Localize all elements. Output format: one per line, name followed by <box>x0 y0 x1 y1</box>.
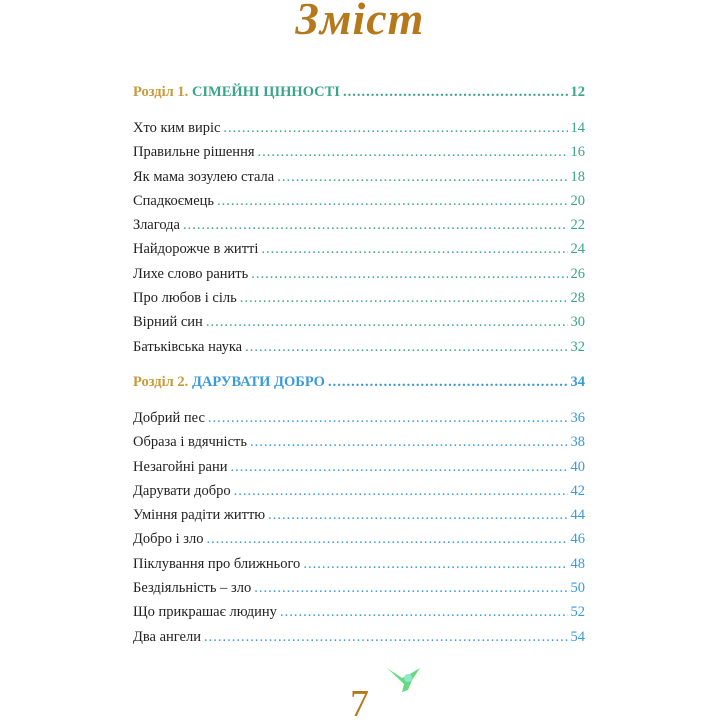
entry-title: Бездіяльність – зло <box>133 580 252 597</box>
entry-page: 24 <box>570 241 586 258</box>
entry-title: Батьківська наука <box>133 338 243 355</box>
section-1: Розділ 1. СІМЕЙНІ ЦІННОСТІ 12 Хто ким ви… <box>133 84 585 363</box>
page-number: 7 <box>350 683 369 725</box>
leader-dots <box>245 339 567 356</box>
leader-dots <box>230 459 567 476</box>
leader-dots <box>343 84 568 101</box>
leader-dots <box>208 410 568 427</box>
entry-page: 26 <box>570 265 586 282</box>
entry-title: Образа і вдячність <box>133 434 247 451</box>
toc-entry[interactable]: Про любов і сіль 28 <box>133 290 585 314</box>
toc-entry[interactable]: Піклування про ближнього 48 <box>133 556 585 580</box>
entry-page: 42 <box>570 482 586 499</box>
entry-title: Злагода <box>133 217 180 234</box>
entry-title: Хто ким виріс <box>133 120 221 136</box>
leader-dots <box>250 434 568 451</box>
entry-page: 30 <box>570 314 586 331</box>
section-name: СІМЕЙНІ ЦІННОСТІ <box>191 84 340 100</box>
entry-title: Найдорожче в житті <box>133 241 259 258</box>
entry-title: Як мама зозулею стала <box>133 168 275 185</box>
entry-page: 40 <box>570 458 586 475</box>
entry-page: 14 <box>570 120 586 136</box>
entry-title: Два ангели <box>133 628 201 645</box>
section-heading[interactable]: Розділ 1. СІМЕЙНІ ЦІННОСТІ 12 <box>133 84 585 114</box>
entry-page: 36 <box>570 410 586 426</box>
leader-dots <box>258 144 568 161</box>
page-title: Зміст <box>295 0 425 44</box>
section-page: 12 <box>570 84 586 100</box>
section-label: Розділ 2. <box>133 374 189 390</box>
entry-page: 22 <box>570 217 586 234</box>
leader-dots <box>261 241 567 258</box>
toc-entry[interactable]: Уміння радіти життю 44 <box>133 507 585 531</box>
entry-page: 32 <box>570 338 586 355</box>
leader-dots <box>207 531 568 548</box>
entry-title: Про любов і сіль <box>133 290 237 307</box>
toc-entry[interactable]: Лихе слово ранить 26 <box>133 266 585 290</box>
leader-dots <box>268 507 567 524</box>
leader-dots <box>277 169 567 186</box>
entry-page: 44 <box>570 507 586 524</box>
toc-entry[interactable]: Хто ким виріс 14 <box>133 120 585 144</box>
leader-dots <box>328 374 568 391</box>
toc-entry[interactable]: Дарувати добро 42 <box>133 483 585 507</box>
entry-page: 28 <box>570 290 586 307</box>
section-page: 34 <box>570 374 586 390</box>
section-heading[interactable]: Розділ 2. ДАРУВАТИ ДОБРО 34 <box>133 374 585 404</box>
toc-entry[interactable]: Правильне рішення 16 <box>133 144 585 168</box>
entry-title: Лихе слово ранить <box>133 265 249 282</box>
leader-dots <box>223 120 567 137</box>
toc-entry[interactable]: Що прикрашає людину 52 <box>133 604 585 628</box>
leader-dots <box>240 290 568 307</box>
toc-entry[interactable]: Вірний син 30 <box>133 314 585 338</box>
leader-dots <box>254 580 567 597</box>
toc-entry[interactable]: Образа і вдячність 38 <box>133 434 585 458</box>
toc-entry[interactable]: Злагода 22 <box>133 217 585 241</box>
toc-entry[interactable]: Як мама зозулею стала 18 <box>133 169 585 193</box>
entry-page: 54 <box>570 628 586 645</box>
toc-entry[interactable]: Спадкоємець 20 <box>133 193 585 217</box>
section-name: ДАРУВАТИ ДОБРО <box>191 374 325 390</box>
entry-page: 52 <box>570 604 586 621</box>
section-label: Розділ 1. <box>133 84 189 100</box>
toc-entry[interactable]: Добро і зло 46 <box>133 531 585 555</box>
section-2: Розділ 2. ДАРУВАТИ ДОБРО 34 Добрий пес 36… <box>133 374 585 653</box>
entry-page: 20 <box>570 192 586 209</box>
leader-dots <box>303 556 567 573</box>
entry-title: Правильне рішення <box>133 144 255 161</box>
toc-entry[interactable]: Добрий пес 36 <box>133 410 585 434</box>
entry-title: Уміння радіти життю <box>133 507 266 524</box>
entry-title: Вірний син <box>133 314 203 331</box>
entry-title: Дарувати добро <box>133 482 231 499</box>
leader-dots <box>280 604 568 621</box>
entry-title: Спадкоємець <box>133 192 215 209</box>
leader-dots <box>204 629 568 646</box>
entry-page: 46 <box>570 531 586 548</box>
toc-entry[interactable]: Батьківська наука 32 <box>133 339 585 363</box>
entry-title: Незагойні рани <box>133 458 228 475</box>
entry-page: 50 <box>570 580 586 597</box>
entry-title: Піклування про ближнього <box>133 555 301 572</box>
entry-title: Що прикрашає людину <box>133 604 277 621</box>
leader-dots <box>234 483 568 500</box>
leader-dots <box>217 193 567 210</box>
leader-dots <box>206 314 568 331</box>
toc-entry[interactable]: Два ангели 54 <box>133 629 585 653</box>
toc-entry[interactable]: Незагойні рани 40 <box>133 459 585 483</box>
entry-page: 48 <box>570 555 586 572</box>
entry-page: 16 <box>570 144 586 161</box>
entry-page: 18 <box>570 168 586 185</box>
toc-entry[interactable]: Найдорожче в житті 24 <box>133 241 585 265</box>
entry-page: 38 <box>570 434 586 451</box>
leader-dots <box>183 217 568 234</box>
toc-entry[interactable]: Бездіяльність – зло 50 <box>133 580 585 604</box>
green-bird-icon <box>387 668 420 692</box>
leader-dots <box>251 266 567 283</box>
entry-title: Добрий пес <box>133 410 205 426</box>
entry-title: Добро і зло <box>133 531 204 548</box>
